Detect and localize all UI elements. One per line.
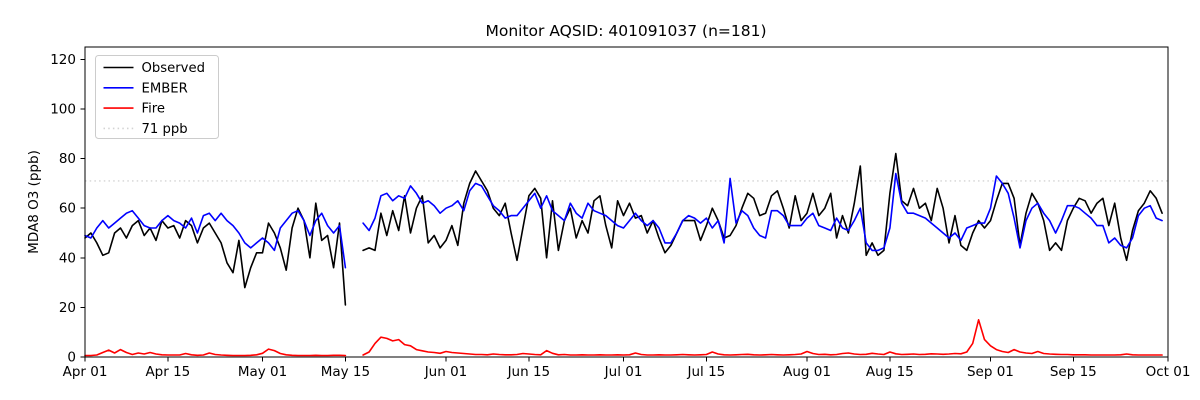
legend-label-ember: EMBER: [142, 81, 188, 96]
legend-label-observed: Observed: [142, 61, 205, 76]
series-line-fire: [84, 319, 1163, 357]
x-tick-label: Apr 01: [63, 364, 108, 380]
series-line-observed: [84, 152, 1163, 306]
x-tick-label: Jul 15: [687, 364, 726, 380]
plot-area: Apr 01 Apr 15 May 01 May 15 Jun 01 Jun 15 Jul …: [50, 46, 1191, 380]
legend-label-fire: Fire: [142, 102, 166, 117]
series-line-ember: [84, 172, 1163, 269]
y-tick-label: 20: [59, 300, 76, 316]
y-tick-label: 40: [59, 250, 76, 266]
x-tick-label: Aug 15: [866, 364, 914, 380]
y-tick-label: 120: [50, 52, 76, 68]
x-tick-label: Oct 01: [1146, 364, 1191, 380]
x-tick-label: Sep 15: [1050, 364, 1097, 380]
x-tick-label: Jun 01: [424, 364, 468, 380]
x-tick-label: May 15: [321, 364, 370, 380]
legend-box: [95, 55, 219, 139]
x-tick-label: May 01: [238, 364, 287, 380]
y-axis-label: MDA8 O3 (ppb): [26, 150, 42, 254]
legend-label-71-ppb: 71 ppb: [142, 122, 188, 137]
chart-title: Monitor AQSID: 401091037 (n=181): [485, 22, 766, 40]
x-tick-label: Sep 01: [967, 364, 1014, 380]
axes-frame: [84, 46, 1169, 358]
x-tick-label: Apr 15: [145, 364, 190, 380]
x-tick-label: Jun 15: [507, 364, 551, 380]
y-tick-label: 80: [59, 151, 76, 167]
y-tick-label: 100: [50, 102, 76, 118]
x-tick-label: Jul 01: [604, 364, 643, 380]
y-tick-label: 60: [59, 201, 76, 217]
y-tick-label: 0: [67, 350, 76, 366]
x-tick-label: Aug 01: [783, 364, 831, 380]
